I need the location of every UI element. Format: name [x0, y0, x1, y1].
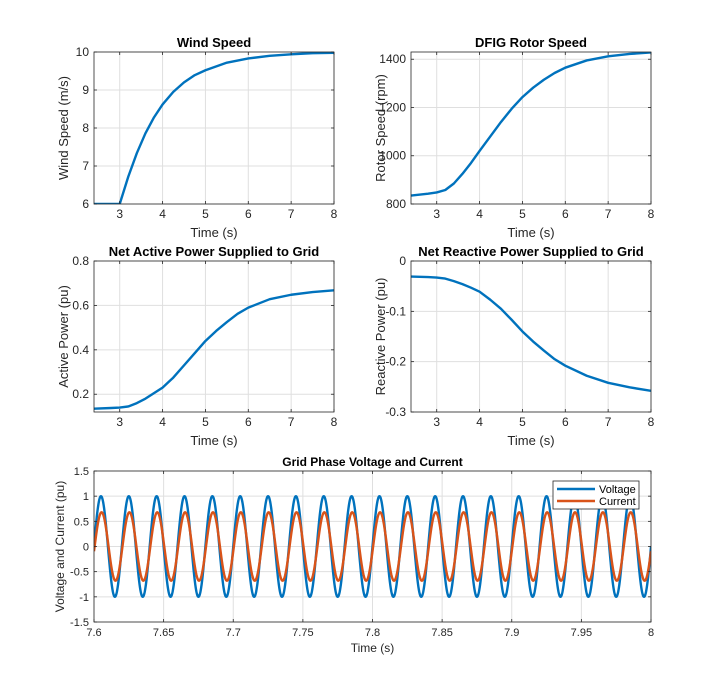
x-tick-label: 6	[562, 207, 569, 221]
y-tick-label: 0.4	[72, 343, 89, 357]
y-tick-label: 0.5	[74, 516, 89, 528]
x-tick-label: 6	[562, 415, 569, 429]
x-tick-label: 7	[605, 207, 612, 221]
x-tick-label: 5	[519, 415, 526, 429]
x-tick-label: 3	[116, 207, 123, 221]
x-tick-label: 7.75	[292, 627, 313, 639]
x-tick-label: 7	[288, 207, 295, 221]
y-axis-label: Wind Speed (m/s)	[56, 76, 71, 180]
x-tick-label: 7	[605, 415, 612, 429]
y-tick-label: 8	[82, 121, 89, 135]
x-tick-label: 6	[245, 207, 252, 221]
y-tick-label: 9	[82, 83, 89, 97]
x-tick-label: 5	[519, 207, 526, 221]
y-tick-label: -1.5	[70, 617, 89, 629]
chart-reactive-power: 3 4 5 6 7 8 -0.3 -0.2 -0.1 0 Net Reactive Power Su…	[373, 244, 655, 448]
plot-area	[411, 261, 651, 412]
y-tick-label: -0.1	[385, 304, 406, 318]
y-tick-label: 7	[82, 159, 89, 173]
legend-label-voltage: Voltage	[599, 484, 636, 496]
x-tick-label: 5	[202, 207, 209, 221]
chart-wind-speed: 3 4 5 6 7 8 6 7 8 9 10 Wind Speed Time (s) Wind Speed…	[56, 35, 338, 240]
y-tick-label: -0.3	[385, 405, 406, 419]
plot-area	[411, 52, 651, 204]
y-tick-label: -0.2	[385, 355, 406, 369]
x-tick-label: 8	[648, 627, 654, 639]
y-tick-label: -0.5	[70, 567, 89, 579]
series-line-current	[94, 511, 651, 582]
x-tick-label: 3	[433, 207, 440, 221]
axes-box	[93, 260, 335, 413]
x-tick-label: 3	[116, 415, 123, 429]
y-axis-label: Reactive Power (pu)	[373, 278, 388, 396]
x-tick-label: 7.95	[571, 627, 592, 639]
axes-box	[410, 260, 652, 413]
x-tick-label: 7.65	[153, 627, 174, 639]
chart-title: Net Active Power Supplied to Grid	[109, 244, 319, 259]
plot-area	[94, 261, 334, 412]
y-tick-label: -1	[79, 592, 89, 604]
x-axis-label: Time (s)	[507, 225, 554, 240]
x-tick-label: 4	[159, 207, 166, 221]
y-tick-label: 0.2	[72, 387, 89, 401]
axes-box	[410, 51, 652, 205]
x-tick-label: 8	[648, 207, 655, 221]
x-tick-label: 7.7	[226, 627, 241, 639]
series-line-0	[94, 52, 334, 204]
series-line-0	[94, 289, 334, 410]
y-tick-label: 1400	[379, 52, 406, 66]
y-tick-label: 10	[76, 45, 90, 59]
series-line-0	[411, 275, 651, 393]
chart-active-power: 3 4 5 6 7 8 0.2 0.4 0.6 0.8 Net Active Power Suppl…	[56, 244, 338, 448]
y-tick-label: 0	[399, 254, 406, 268]
y-tick-label: 1.5	[74, 466, 89, 478]
series-line-0	[411, 52, 651, 197]
chart-title: Wind Speed	[177, 35, 251, 50]
y-axis-label: Active Power (pu)	[56, 285, 71, 388]
x-tick-label: 4	[476, 415, 483, 429]
x-tick-label: 8	[331, 415, 338, 429]
x-tick-label: 4	[159, 415, 166, 429]
y-tick-label: 6	[82, 197, 89, 211]
y-tick-label: 800	[386, 197, 406, 211]
x-tick-label: 7.6	[86, 627, 101, 639]
y-tick-label: 0	[83, 542, 89, 554]
x-tick-label: 7	[288, 415, 295, 429]
x-tick-label: 6	[245, 415, 252, 429]
x-tick-label: 7.85	[431, 627, 452, 639]
y-tick-label: 1200	[379, 100, 406, 114]
x-tick-label: 8	[648, 415, 655, 429]
y-axis-label: Rotor Speed (rpm)	[373, 74, 388, 182]
legend-label-current: Current	[599, 496, 636, 508]
x-tick-label: 5	[202, 415, 209, 429]
x-axis-label: Time (s)	[351, 641, 395, 655]
legend-box	[552, 480, 640, 510]
x-axis-label: Time (s)	[190, 433, 237, 448]
x-tick-label: 8	[331, 207, 338, 221]
y-tick-label: 0.8	[72, 254, 89, 268]
chart-title: DFIG Rotor Speed	[475, 35, 587, 50]
chart-title: Net Reactive Power Supplied to Grid	[418, 244, 643, 259]
x-axis-label: Time (s)	[190, 225, 237, 240]
x-tick-label: 7.9	[504, 627, 519, 639]
x-axis-label: Time (s)	[507, 433, 554, 448]
y-tick-label: 0.6	[72, 298, 89, 312]
x-tick-label: 7.8	[365, 627, 380, 639]
y-axis-label: Voltage and Current (pu)	[53, 481, 67, 612]
y-tick-label: 1	[83, 491, 89, 503]
chart-rotor-speed: 3 4 5 6 7 8 800 1000 1200 1400 DFIG Rotor Speed Tim…	[373, 35, 655, 240]
x-tick-label: 4	[476, 207, 483, 221]
chart-title: Grid Phase Voltage and Current	[282, 455, 462, 469]
y-tick-label: 1000	[379, 149, 406, 163]
chart-voltage-current: 7.6 7.65 7.7 7.75 7.8 7.85 7.9 7.95 8 -1.5 -1 -0.5 0…	[53, 455, 654, 655]
x-tick-label: 3	[433, 415, 440, 429]
